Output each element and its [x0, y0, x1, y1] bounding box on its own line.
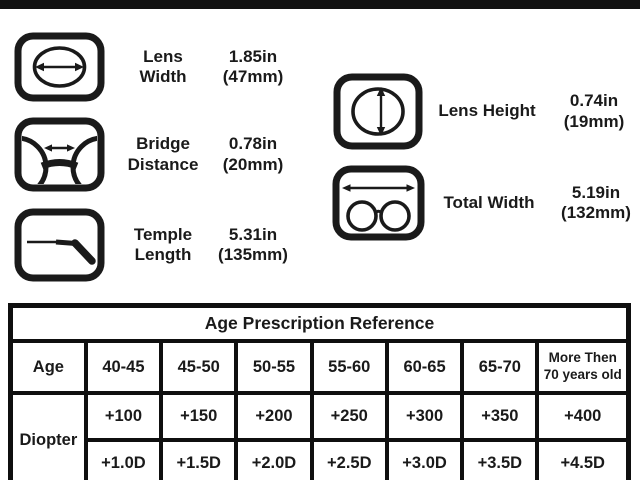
top-divider-bar: [0, 0, 640, 9]
diopter-cell: +4.5D: [535, 438, 631, 480]
spec-value-bridge-distance: 0.78in (20mm): [222, 134, 284, 174]
spec-row-bridge-distance: Bridge Distance 0.78in (20mm): [14, 117, 297, 192]
prescription-cell: +350: [460, 391, 540, 442]
header-range-65-70: 65-70: [460, 339, 540, 395]
prescription-cell: +150: [159, 391, 239, 442]
spec-row-temple-length: Temple Length 5.31in (135mm): [14, 208, 297, 282]
header-range-50-55: 50-55: [234, 339, 314, 395]
lens-width-icon: [14, 32, 105, 102]
diopter-cell: +1.5D: [159, 438, 239, 480]
header-range-40-45: 40-45: [83, 339, 164, 395]
spec-label-lens-height: Lens Height: [438, 101, 536, 121]
age-prescription-table: Age Prescription Reference Age 40-45 45-…: [8, 303, 631, 480]
temple-length-icon: [14, 208, 105, 282]
spec-row-lens-width: Lens Width 1.85in (47mm): [14, 32, 297, 102]
spec-value-lens-width: 1.85in (47mm): [222, 46, 284, 86]
prescription-cell: +250: [309, 391, 389, 442]
total-width-icon: [332, 165, 425, 241]
spec-label-bridge-distance: Bridge Distance: [127, 134, 199, 174]
spec-value-total-width: 5.19in (132mm): [561, 182, 631, 222]
diopter-cell: +2.5D: [309, 438, 389, 480]
spec-row-lens-height: Lens Height 0.74in (19mm): [333, 73, 637, 150]
prescription-cell: +400: [535, 391, 631, 442]
spec-value-lens-height: 0.74in (19mm): [563, 91, 625, 131]
header-range-over-70: More Then 70 years old: [535, 339, 631, 395]
diopter-cell: +2.0D: [234, 438, 314, 480]
prescription-cell: +100: [83, 391, 164, 442]
spec-value-temple-length: 5.31in (135mm): [218, 224, 288, 264]
header-range-45-50: 45-50: [159, 339, 239, 395]
diopter-cell: +1.0D: [83, 438, 164, 480]
spec-label-lens-width: Lens Width: [139, 46, 187, 86]
diopter-row-label: Diopter: [8, 391, 88, 480]
header-age: Age: [8, 339, 88, 395]
diopter-cell: +3.5D: [460, 438, 540, 480]
spec-row-total-width: Total Width 5.19in (132mm): [332, 165, 639, 241]
header-range-55-60: 55-60: [309, 339, 389, 395]
table-title: Age Prescription Reference: [8, 303, 631, 343]
bridge-distance-icon: [14, 117, 105, 192]
spec-label-total-width: Total Width: [443, 192, 535, 212]
prescription-cell: +200: [234, 391, 314, 442]
spec-label-temple-length: Temple Length: [133, 224, 193, 264]
diopter-cell: +3.0D: [384, 438, 465, 480]
lens-height-icon: [333, 73, 423, 150]
header-range-60-65: 60-65: [384, 339, 465, 395]
prescription-cell: +300: [384, 391, 465, 442]
